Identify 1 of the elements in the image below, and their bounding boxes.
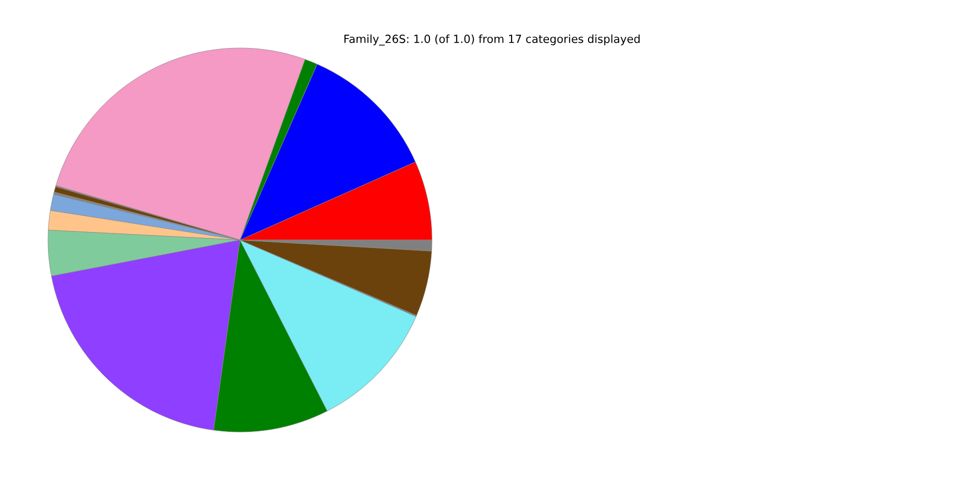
text: Family_26S: 1.0 (of 1.0) from 17 categories displayed	[344, 34, 640, 46]
